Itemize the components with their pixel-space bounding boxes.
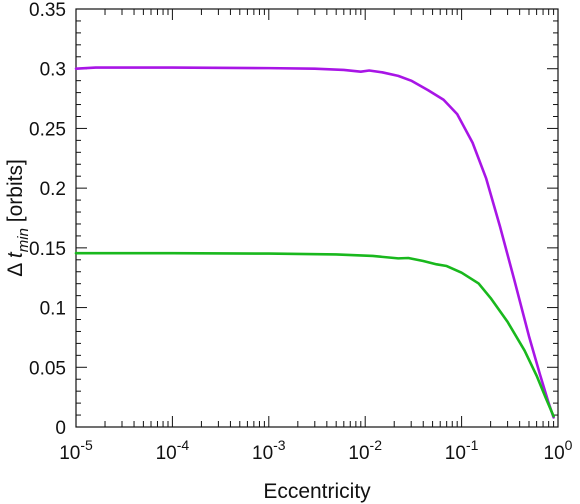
y-axis-label-var: t [4, 251, 27, 258]
series-line-2 [74, 251, 555, 418]
x-tick-label-exponent: -2 [370, 437, 383, 453]
plot-area [75, 8, 559, 428]
tick-labels-layer: 10-5 10-4 10-3 10-2 10-1 10000.050.10.150.20.… [29, 0, 573, 464]
x-tick-label: 10-1 [445, 437, 479, 464]
x-tick-label-exponent: -3 [273, 437, 286, 453]
x-tick-label: 100 [544, 437, 573, 464]
y-axis-label: Δ tmin [orbits] [4, 159, 32, 277]
x-tick-label-base: 10 [252, 443, 273, 464]
y-axis-label-sub: min [15, 228, 32, 252]
series-line-1 [74, 66, 555, 419]
y-axis-label-suffix: [orbits] [4, 159, 27, 228]
x-tick-label: 10-3 [252, 437, 286, 464]
y-tick-label: 0.25 [29, 119, 66, 140]
y-tick-label: 0.2 [40, 179, 66, 200]
y-axis-label-prefix: Δ [4, 258, 27, 277]
x-tick-label-base: 10 [348, 443, 369, 464]
x-tick-label-base: 10 [59, 443, 80, 464]
x-tick-label: 10-5 [59, 437, 93, 464]
x-tick-label-exponent: -1 [466, 437, 479, 453]
x-tick-label-exponent: 0 [565, 437, 573, 453]
y-tick-label: 0.05 [29, 358, 66, 379]
x-tick-label-base: 10 [544, 443, 565, 464]
x-tick-label: 10-2 [348, 437, 382, 464]
y-tick-label: 0.15 [29, 239, 66, 260]
y-tick-label: 0.3 [40, 60, 66, 81]
ticks-layer [75, 8, 559, 428]
y-tick-label: 0 [55, 418, 66, 439]
y-tick-label: 0.35 [29, 0, 66, 21]
y-tick-label: 0.1 [40, 299, 66, 320]
x-tick-label-base: 10 [445, 443, 466, 464]
x-tick-label-exponent: -4 [177, 437, 190, 453]
x-tick-label-exponent: -5 [80, 437, 93, 453]
x-tick-label: 10-4 [156, 437, 190, 464]
x-axis-label: Eccentricity [263, 480, 371, 503]
x-tick-label-base: 10 [156, 443, 177, 464]
series-layer [74, 66, 555, 419]
